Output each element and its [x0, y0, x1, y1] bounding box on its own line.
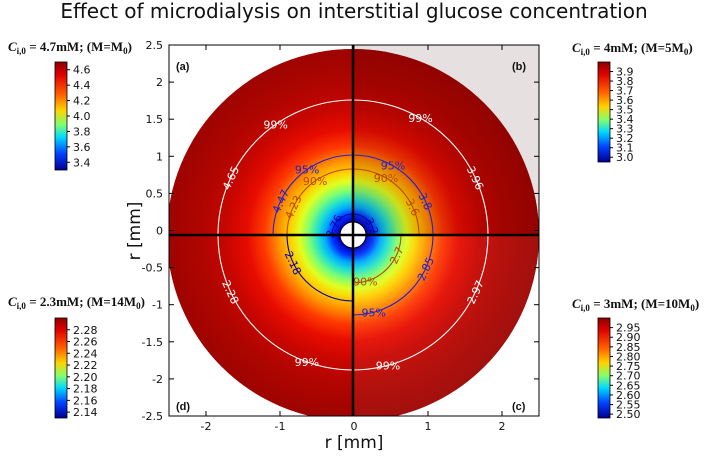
condition-label: Ci,0 = 3mM; (M=10M0)	[572, 296, 699, 313]
quadrant-shade-c	[354, 235, 539, 416]
contour-line	[352, 154, 434, 236]
colorbar-gradient	[54, 61, 68, 171]
colorbar-tick-label: 2.14	[73, 406, 98, 419]
colorbar-tick-label: 2.65	[616, 379, 641, 392]
colorbar-tick-label: 3.6	[616, 94, 634, 107]
contour-line	[286, 234, 354, 302]
colorbar-gradient	[54, 317, 68, 419]
x-tick-label: -1	[275, 420, 286, 433]
quadrant-shade-b	[354, 45, 539, 235]
panel-letter: (a)	[176, 61, 190, 73]
colorbar-tick-label: 2.90	[616, 331, 641, 344]
colorbar-tick-label: 4.4	[73, 79, 91, 92]
colorbar-tick-label: 3.1	[616, 142, 634, 155]
chart-title: Effect of microdialysis on interstitial …	[60, 0, 647, 23]
colorbar-tick-label: 3.0	[616, 151, 634, 164]
y-tick-label: -1.5	[142, 336, 163, 349]
colorbar-tick-label: 2.18	[73, 383, 98, 396]
colorbar-tick-label: 3.2	[616, 132, 634, 145]
colorbar-tick-label: 4.2	[73, 95, 91, 108]
y-tick-label: -1	[152, 299, 163, 312]
contour-line	[352, 234, 402, 284]
colorbar-tick-label: 2.22	[73, 359, 98, 372]
colorbar-tick-label: 2.26	[73, 336, 98, 349]
x-tick-label: 0	[351, 420, 358, 433]
contour-line	[352, 168, 420, 236]
condition-label: Ci,0 = 4mM; (M=5M0)	[572, 40, 693, 57]
y-tick-label: 1.5	[146, 113, 164, 126]
y-tick-label: 0.5	[146, 187, 164, 200]
contour-line	[272, 154, 354, 236]
colorbar-tick-label: 2.50	[616, 408, 641, 421]
contour-percent-label: 99%	[263, 118, 287, 131]
colorbar: 3.93.83.73.63.53.43.33.23.13.0	[597, 61, 634, 164]
contour-line	[352, 234, 489, 371]
contour-line	[352, 234, 434, 316]
y-tick-label: 1	[156, 150, 163, 163]
colorbar-tick-label: 3.4	[616, 113, 634, 126]
contour-line	[217, 99, 354, 236]
contour-line	[286, 168, 354, 236]
colorbar-tick-label: 3.4	[73, 156, 91, 169]
panel-letter: (c)	[512, 401, 526, 413]
colorbar-tick-label: 3.7	[616, 85, 634, 98]
colorbar-tick-label: 2.70	[616, 370, 641, 383]
contour-percent-label: 99%	[408, 112, 432, 125]
colorbar: 4.6 4.4 4.2 4.0 3.8 3.6 3.4	[54, 61, 91, 171]
colorbar-tick-label: 3.5	[616, 104, 634, 117]
colorbar-tick-label: 3.9	[616, 66, 634, 79]
colorbar-tick-label: 3.6	[73, 141, 91, 154]
colorbar-tick-label: 2.20	[73, 371, 98, 384]
contour-percent-label: 95%	[381, 160, 405, 173]
contour-percent-label: 95%	[361, 306, 385, 319]
colorbar-gradient	[597, 317, 611, 419]
contour-percent-label: 99%	[295, 356, 319, 369]
contour-line	[352, 99, 489, 236]
x-tick-label: 1	[425, 420, 432, 433]
panel-annotations: (a)Ci,0 = 4.7mM; (M=M0)4.64.44.24.03.83.…	[8, 39, 699, 421]
colorbar-tick-label: 2.24	[73, 347, 98, 360]
y-tick-label: -2.5	[142, 410, 163, 423]
colorbar-tick-label: 2.16	[73, 394, 98, 407]
colorbar-tick-label: 2.55	[616, 399, 641, 412]
contour-percent-label: 90%	[303, 175, 327, 188]
contour-line	[331, 213, 354, 236]
colorbar-gradient	[597, 61, 611, 163]
contour-line	[217, 234, 354, 371]
y-tick-label: -2	[152, 373, 163, 386]
condition-label: Ci,0 = 2.3mM; (M=14M0)	[8, 294, 145, 311]
x-tick-label: 2	[499, 420, 506, 433]
contour-percent-label: 95%	[295, 163, 319, 176]
axis-ticks: -2 -1 0 1 2 -2.5 -2 -1.5 -1 -0.5 0 0.5 1 1.5 2 2.5	[142, 39, 539, 433]
y-tick-label: 2	[156, 76, 163, 89]
colorbar: 2.282.262.242.222.202.182.162.14	[54, 317, 98, 419]
colorbar-tick-label: 3.8	[616, 75, 634, 88]
colorbar-tick-label: 2.60	[616, 389, 641, 402]
colorbar: 2.952.902.852.802.752.702.652.602.552.50	[597, 317, 641, 421]
colorbar-tick-label: 4.0	[73, 110, 91, 123]
contour-percent-label: 90%	[374, 172, 398, 185]
y-tick-label: -0.5	[142, 262, 163, 275]
colorbar-tick-label: 2.28	[73, 324, 98, 337]
y-axis-label: r [mm]	[125, 202, 145, 261]
x-tick-label: -2	[201, 420, 212, 433]
panel-letter: (d)	[176, 401, 190, 413]
panel-letter: (b)	[512, 61, 526, 73]
contour-percent-label: 99%	[376, 359, 400, 372]
colorbar-tick-label: 2.95	[616, 322, 641, 335]
contour-line	[352, 213, 375, 236]
x-axis-label: r [mm]	[325, 433, 384, 453]
condition-label: Ci,0 = 4.7mM; (M=M0)	[8, 39, 132, 56]
y-tick-label: 0	[156, 225, 163, 238]
colorbar-tick-label: 2.85	[616, 341, 641, 354]
colorbar-tick-label: 2.80	[616, 350, 641, 363]
colorbar-tick-label: 2.75	[616, 360, 641, 373]
contour-percent-label: 90%	[353, 275, 377, 288]
colorbar-tick-label: 3.3	[616, 123, 634, 136]
colorbar-tick-label: 4.6	[73, 64, 91, 77]
colorbar-tick-label: 3.8	[73, 125, 91, 138]
y-tick-label: 2.5	[146, 39, 164, 52]
